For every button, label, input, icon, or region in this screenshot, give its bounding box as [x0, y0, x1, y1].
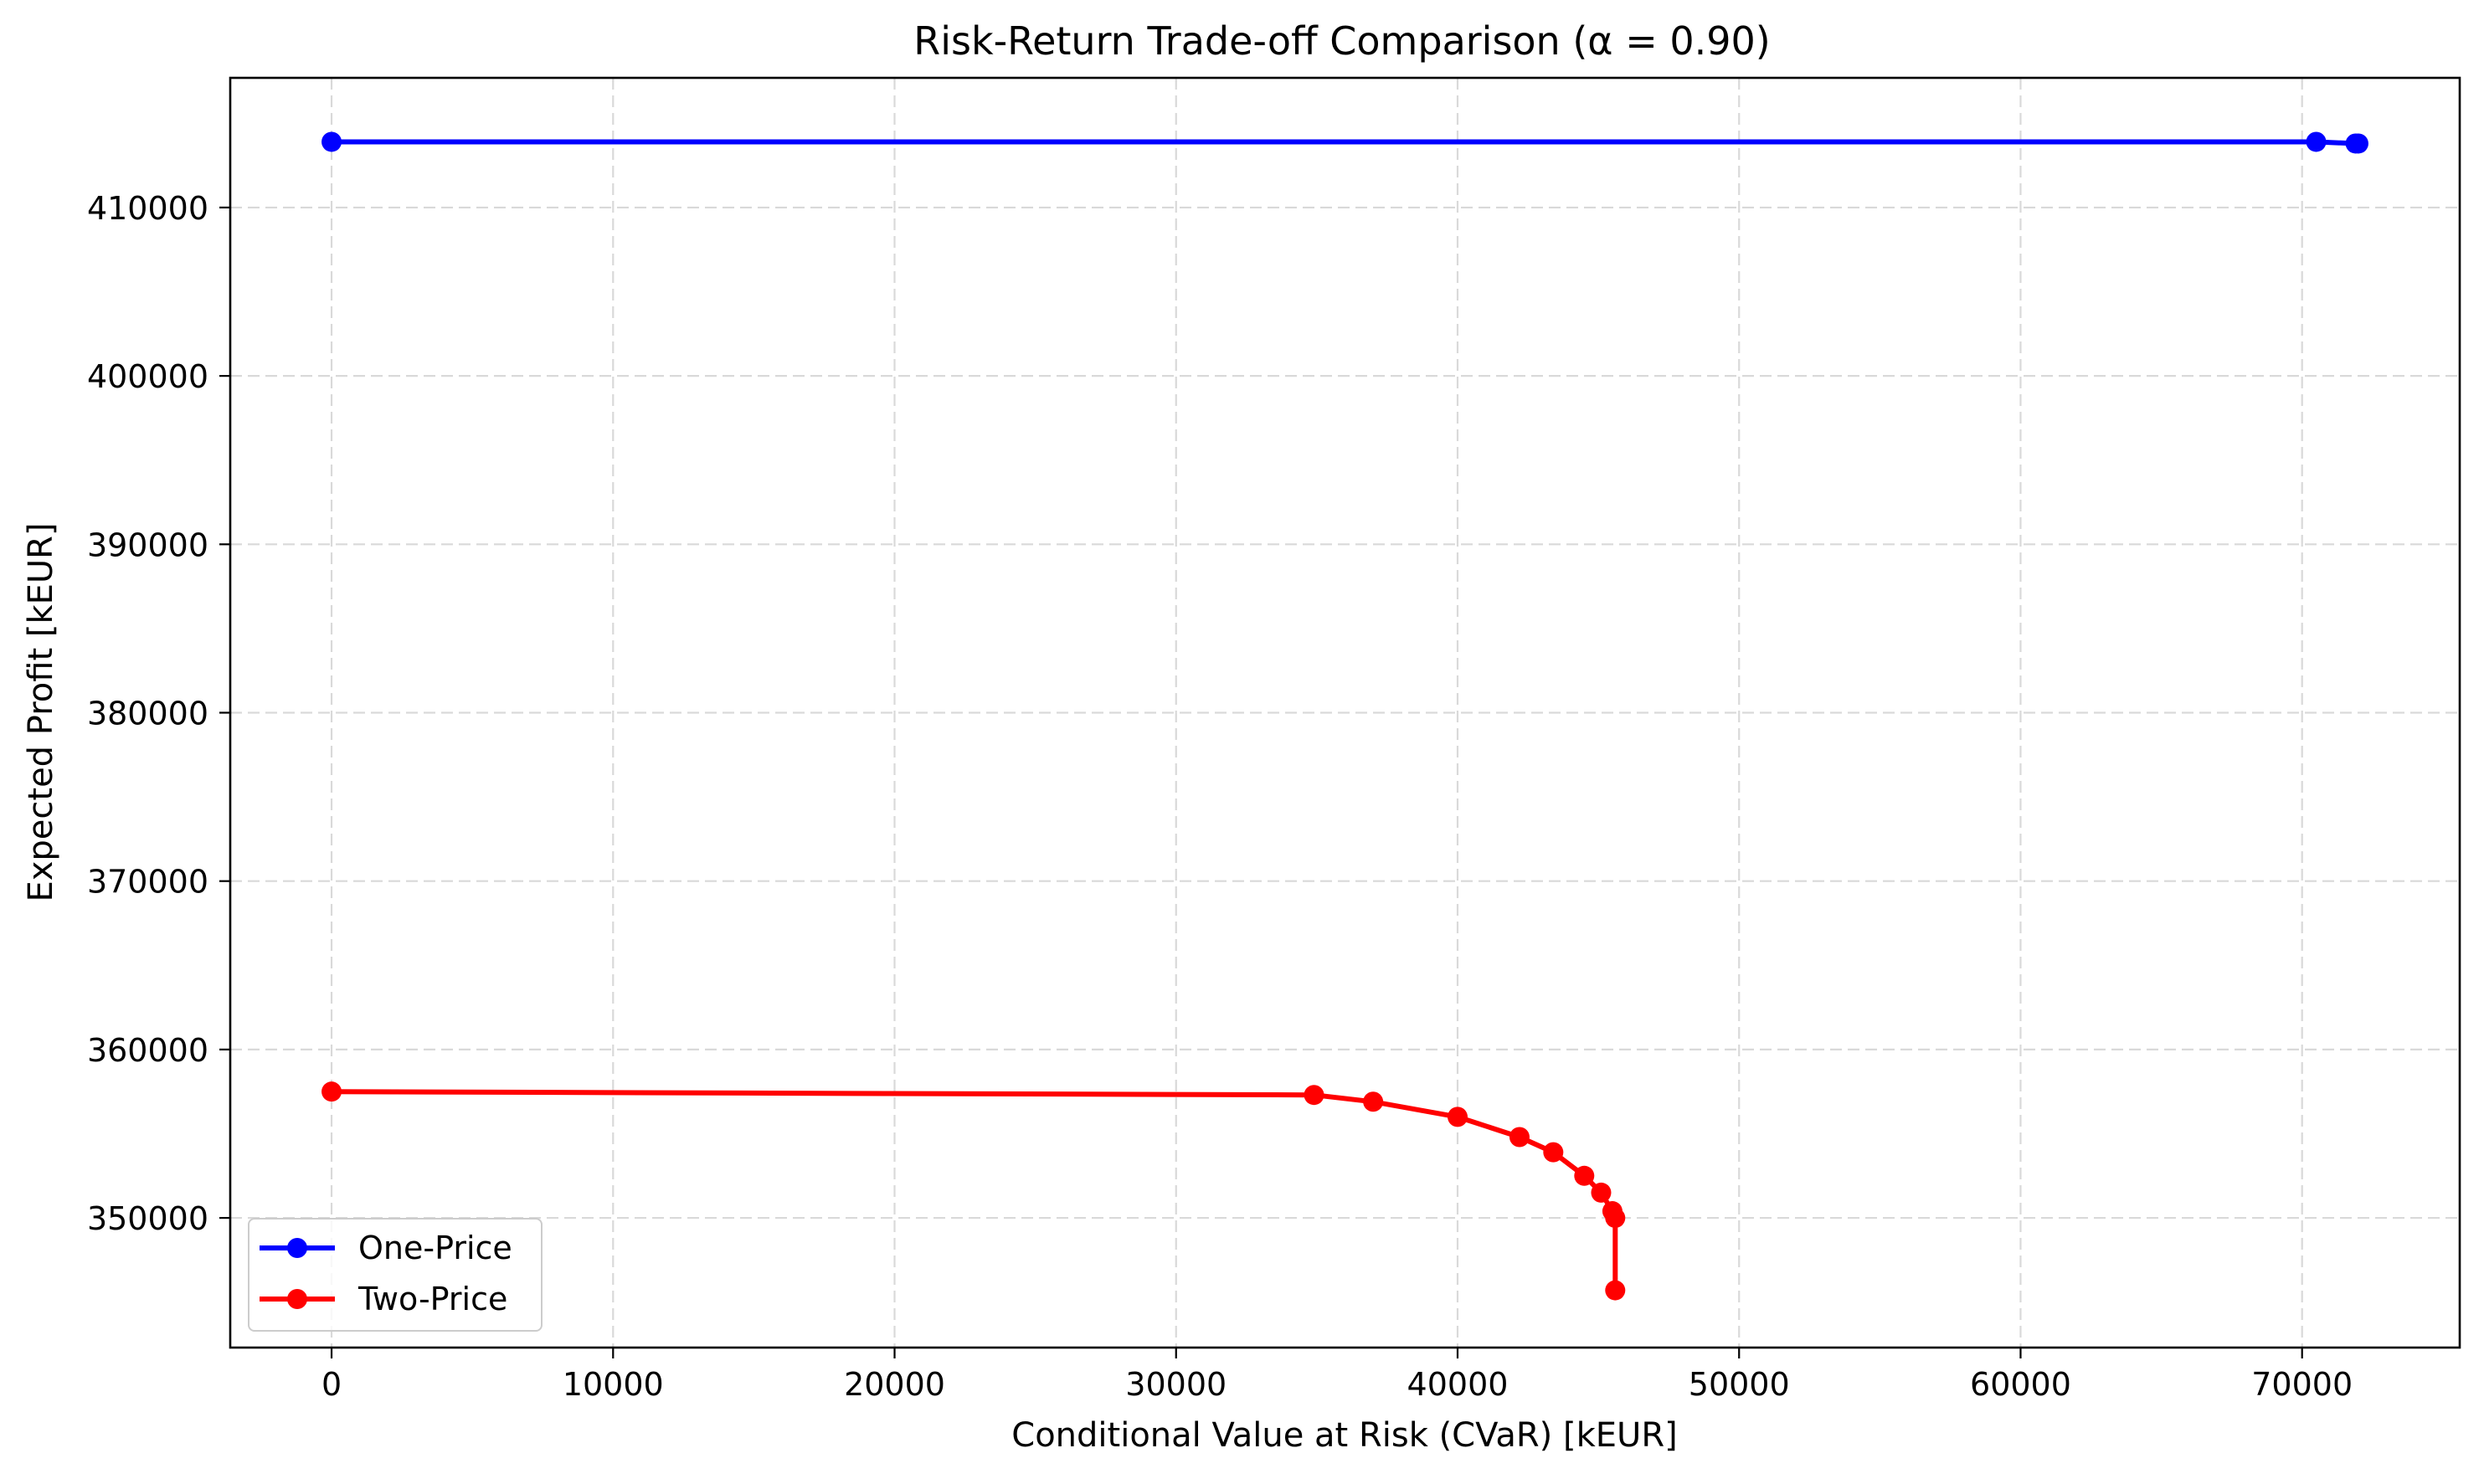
x-tick-label: 20000 — [844, 1366, 945, 1403]
y-tick-label: 350000 — [87, 1200, 208, 1237]
chart-title: Risk-Return Trade-off Comparison (α = 0.… — [913, 18, 1771, 64]
data-point-two-price — [1574, 1165, 1595, 1186]
data-point-two-price — [1543, 1142, 1564, 1163]
y-tick-label: 360000 — [87, 1032, 208, 1069]
x-tick-label: 60000 — [1970, 1366, 2071, 1403]
x-axis-label: Conditional Value at Risk (CVaR) [kEUR] — [1011, 1416, 1677, 1455]
data-point-one-price — [321, 131, 342, 152]
x-tick-label: 10000 — [563, 1366, 664, 1403]
legend-marker-one-price — [287, 1238, 307, 1258]
data-point-two-price — [1447, 1107, 1468, 1127]
legend-label-one-price: One-Price — [358, 1230, 512, 1266]
x-tick-label: 0 — [321, 1366, 342, 1403]
x-tick-label: 50000 — [1689, 1366, 1790, 1403]
y-tick-label: 400000 — [87, 358, 208, 395]
legend-label-two-price: Two-Price — [357, 1281, 507, 1317]
y-axis-label: Expected Profit [kEUR] — [22, 522, 60, 901]
x-tick-label: 70000 — [2251, 1366, 2353, 1403]
legend: One-Price Two-Price — [248, 1218, 543, 1332]
data-point-one-price — [2306, 131, 2327, 152]
ticks-layer: 0 10000 20000 30000 40000 50000 60000 70000 3500… — [87, 190, 2353, 1403]
data-point-two-price — [1304, 1085, 1324, 1106]
data-point-two-price — [321, 1081, 342, 1102]
data-point-two-price — [1509, 1127, 1530, 1148]
y-tick-label: 410000 — [87, 190, 208, 227]
legend-marker-two-price — [287, 1289, 307, 1309]
data-point-two-price — [1605, 1208, 1626, 1229]
data-point-one-price — [2348, 133, 2368, 154]
data-point-two-price — [1605, 1280, 1626, 1301]
data-point-two-price — [1591, 1182, 1612, 1203]
x-tick-label: 40000 — [1407, 1366, 1509, 1403]
y-tick-label: 390000 — [87, 526, 208, 563]
y-tick-label: 380000 — [87, 696, 208, 732]
series-layer — [321, 131, 2368, 1301]
data-point-two-price — [1363, 1091, 1384, 1112]
y-tick-label: 370000 — [87, 864, 208, 901]
x-tick-label: 30000 — [1125, 1366, 1227, 1403]
series-line-one-price — [332, 139, 2358, 146]
grid-layer — [230, 78, 2460, 1348]
